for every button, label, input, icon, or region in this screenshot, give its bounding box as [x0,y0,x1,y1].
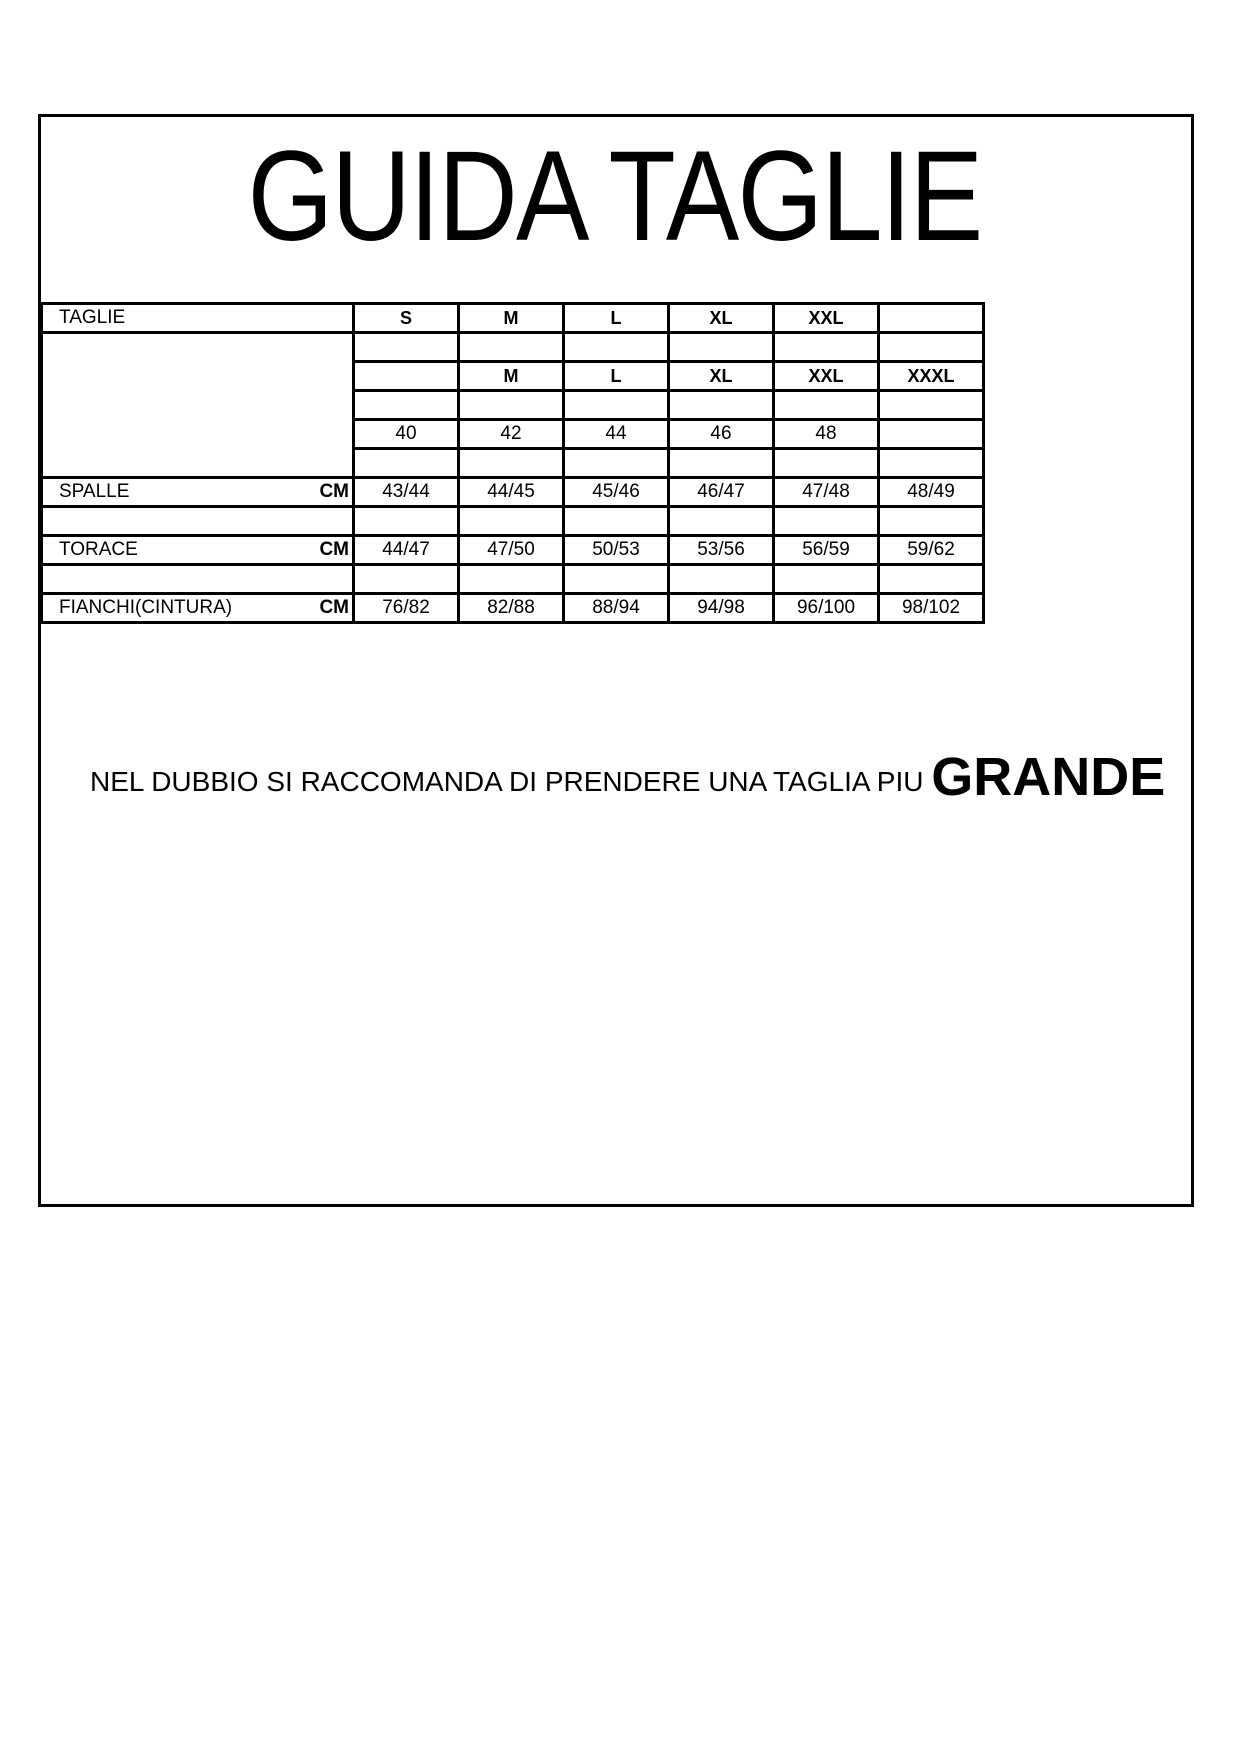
size-numeric-row: 40 42 44 46 48 [42,418,985,450]
measure-value-cell: 53/56 [667,534,775,566]
measure-value-cell: 56/59 [772,534,880,566]
measure-value-cell: 46/47 [667,476,775,508]
size-cell: XXL [772,360,880,392]
measure-row-fianchi-cintura-: FIANCHI(CINTURA) CM 76/82 82/88 88/94 94/98 96… [40,592,985,624]
empty-cell [562,447,670,479]
unit-label: CM [319,481,349,502]
measure-label: FIANCHI(CINTURA) [59,597,233,618]
measure-value-cell: 82/88 [457,592,565,624]
spacer-row [42,389,985,421]
measure-value-cell: 59/62 [877,534,985,566]
spacer-row [40,505,985,537]
measure-label: SPALLE [59,481,130,502]
size-number-cell: 40 [352,418,460,450]
size-cell: M [457,360,565,392]
empty-cell [352,505,460,537]
measure-value-cell: 88/94 [562,592,670,624]
size-advice-note: NEL DUBBIO SI RACCOMANDA DI PRENDERE UNA… [90,746,1165,808]
measure-value-cell: 47/48 [772,476,880,508]
measure-value-cell: 50/53 [562,534,670,566]
measure-value-cell: 48/49 [877,476,985,508]
measure-value-cell: 45/46 [562,476,670,508]
spacer-row [40,331,985,479]
spacer-row [42,447,985,479]
empty-cell [772,505,880,537]
unit-label: CM [319,539,349,560]
empty-cell [772,389,880,421]
empty-cell [877,447,985,479]
empty-cell [877,505,985,537]
size-header-row: TAGLIE S M L XL XXL [40,302,985,334]
measure-value-cell: 98/102 [877,592,985,624]
measure-value-cell: 44/47 [352,534,460,566]
size-number-cell: 48 [772,418,880,450]
measure-label: TORACE [59,539,138,560]
empty-cell [667,505,775,537]
empty-cell [457,563,565,595]
measure-value-cell: 76/82 [352,592,460,624]
empty-cell [562,389,670,421]
empty-cell [457,447,565,479]
advice-text: NEL DUBBIO SI RACCOMANDA DI PRENDERE UNA… [90,766,924,797]
empty-cell [562,563,670,595]
advice-emphasis: GRANDE [931,747,1166,807]
size-cell: XL [667,302,775,334]
measure-label-cell: FIANCHI(CINTURA) CM [40,592,355,624]
empty-cell [562,505,670,537]
measure-value-cell: 94/98 [667,592,775,624]
header-label: TAGLIE [40,302,355,334]
size-cell: XXL [772,302,880,334]
empty-cell [877,331,985,363]
size-cell: L [562,302,670,334]
spacer-row [40,563,985,595]
empty-cell [877,389,985,421]
measure-value-cell: 96/100 [772,592,880,624]
empty-cell [457,331,565,363]
empty-cell [772,447,880,479]
empty-cell [877,563,985,595]
unit-label: CM [319,597,349,618]
size-cell: XL [667,360,775,392]
empty-cell [772,563,880,595]
measure-label-cell: TORACE CM [40,534,355,566]
size-number-cell [877,418,985,450]
size-cell [352,360,460,392]
merged-empty-cell [40,331,355,479]
size-cell: L [562,360,670,392]
measure-value-cell: 43/44 [352,476,460,508]
measure-row-torace: TORACE CM 44/47 47/50 50/53 53/56 56/59 59/62 [40,534,985,566]
size-cell: S [352,302,460,334]
size-number-cell: 46 [667,418,775,450]
page-title: GUIDA TAGLIE [247,125,984,268]
empty-cell [40,505,355,537]
size-cell: M [457,302,565,334]
empty-cell [352,331,460,363]
empty-cell [40,563,355,595]
size-number-cell: 44 [562,418,670,450]
empty-cell [667,447,775,479]
page-frame [38,114,1194,1207]
empty-cell [562,331,670,363]
measure-label-cell: SPALLE CM [40,476,355,508]
empty-cell [352,389,460,421]
empty-cell [457,505,565,537]
size-cell: XXXL [877,360,985,392]
empty-cell [667,389,775,421]
measure-value-cell: 47/50 [457,534,565,566]
measure-value-cell: 44/45 [457,476,565,508]
size-cell [877,302,985,334]
size-alt-row: M L XL XXL XXXL [42,360,985,392]
size-number-cell: 42 [457,418,565,450]
measure-row-spalle: SPALLE CM 43/44 44/45 45/46 46/47 47/48 48/49 [40,476,985,508]
empty-cell [352,447,460,479]
empty-cell [457,389,565,421]
empty-cell [667,563,775,595]
empty-cell [667,331,775,363]
size-chart-table: TAGLIE S M L XL XXL M L XL XXL XXXL 40 42 44 46 48 SPALL… [40,302,985,624]
empty-cell [352,563,460,595]
empty-cell [772,331,880,363]
